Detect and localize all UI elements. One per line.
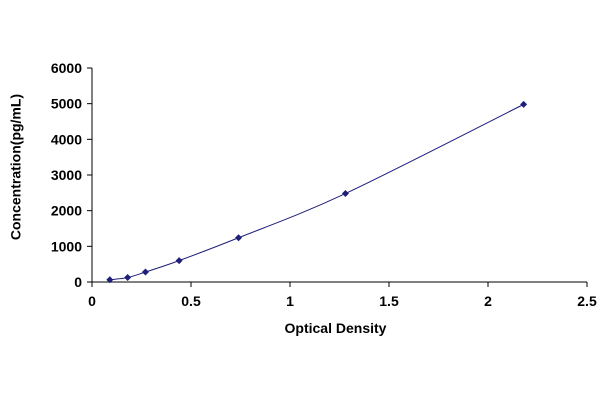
y-tick-label: 3000	[51, 167, 82, 183]
fit-curve	[109, 103, 524, 281]
tick-labels: 0 1000 2000 3000 4000 5000 6000 0 0.5 1 1.5 2 2.5	[51, 60, 597, 309]
data-point	[235, 234, 243, 242]
y-tick-label: 0	[74, 274, 82, 290]
data-point	[141, 268, 149, 276]
data-point	[124, 274, 132, 282]
data-point	[175, 257, 183, 265]
x-tick-label: 1	[286, 293, 294, 309]
x-tick-label: 1.5	[379, 293, 399, 309]
x-tick-label: 2.5	[577, 293, 597, 309]
data-points	[106, 100, 528, 284]
data-point	[341, 190, 349, 198]
axes	[91, 68, 587, 283]
y-tick-label: 2000	[51, 203, 82, 219]
data-point	[520, 100, 528, 108]
x-axis-title: Optical Density	[285, 320, 387, 336]
y-tick-label: 5000	[51, 96, 82, 112]
x-tick-label: 0	[88, 293, 96, 309]
y-tick-label: 1000	[51, 238, 82, 254]
y-tick-label: 6000	[51, 60, 82, 76]
y-tick-label: 4000	[51, 131, 82, 147]
data-point	[106, 276, 114, 284]
y-axis-title: Concentration(pg/mL)	[8, 94, 24, 240]
x-tick-label: 0.5	[181, 293, 201, 309]
x-tick-label: 2	[484, 293, 492, 309]
ticks	[87, 67, 588, 287]
